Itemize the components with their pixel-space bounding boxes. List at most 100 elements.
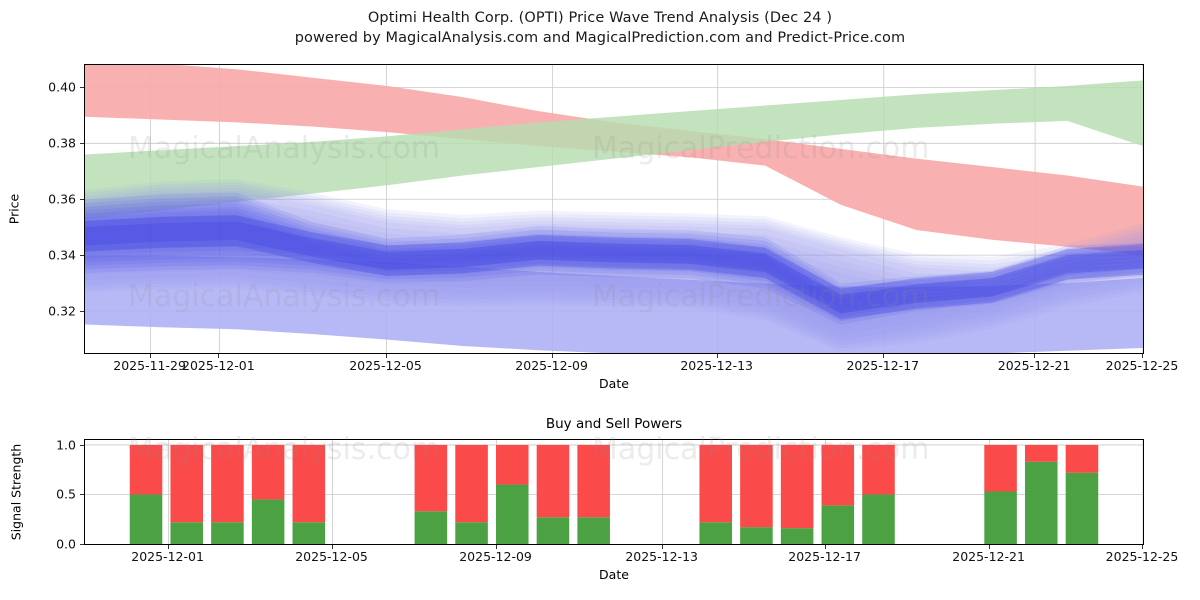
price-y-tick-mark	[80, 87, 84, 89]
signal-x-tick-label: 2025-12-17	[788, 549, 861, 564]
price-wave-chart: Price Date 0.32 0.34 0.36 0.38 0.40 2025-11-…	[0, 52, 1200, 400]
signal-bar-group	[414, 444, 448, 544]
price-y-tick-mark	[80, 255, 84, 257]
price-wave-envelope-inner	[85, 199, 1143, 311]
signal-x-tick-mark	[1142, 545, 1143, 549]
price-x-tick-mark	[385, 354, 387, 358]
signal-y-tick-label: 0.0	[56, 536, 76, 552]
price-x-tick-mark	[1034, 354, 1036, 358]
price-y-tick-label: 0.40	[48, 79, 76, 95]
signal-bar-group	[251, 444, 285, 544]
signal-y-tick-mark	[80, 494, 84, 496]
buy-power-bar	[129, 494, 163, 544]
sell-power-bar	[170, 444, 203, 523]
sell-power-bar	[1024, 444, 1058, 462]
price-wave-envelope-outer	[85, 197, 1143, 343]
signal-bar-group	[699, 444, 732, 544]
price-x-tick-label: 2025-12-09	[515, 358, 588, 373]
sell-power-bar	[780, 444, 814, 529]
price-wave-envelope-inner	[85, 214, 1143, 325]
signal-bar-group	[211, 444, 244, 544]
price-wave-envelope-inner	[85, 210, 1143, 322]
signal-x-tick-label: 2025-12-09	[459, 549, 532, 564]
signal-x-tick-mark	[331, 545, 333, 549]
sell-power-bar	[455, 444, 488, 523]
buy-power-bar	[984, 491, 1017, 544]
buy-power-bar	[292, 522, 326, 544]
sell-power-bar	[821, 444, 855, 506]
price-wave-envelope-inner	[85, 203, 1143, 314]
signal-x-tick-mark	[495, 545, 497, 549]
signal-y-tick-mark	[80, 544, 84, 545]
signal-x-tick-label: 2025-12-05	[295, 549, 368, 564]
sell-power-bar	[862, 444, 895, 495]
sell-power-bar	[984, 444, 1017, 492]
price-x-tick-mark	[149, 354, 151, 358]
signal-x-tick-label: 2025-12-21	[952, 549, 1025, 564]
buy-power-bar	[170, 522, 203, 544]
price-plot-area	[84, 64, 1144, 354]
signal-y-tick-label: 0.5	[56, 486, 76, 502]
price-wave-envelope-outer	[85, 202, 1143, 346]
signal-bar-group	[577, 444, 610, 544]
price-x-axis-label: Date	[599, 376, 629, 391]
buy-power-bar	[1024, 461, 1058, 544]
price-wave-envelope-inner	[85, 196, 1143, 307]
sell-power-bar	[251, 444, 285, 500]
buy-power-bar	[455, 522, 488, 544]
signal-x-tick-mark	[988, 545, 990, 549]
price-x-tick-mark	[551, 354, 553, 358]
signal-bar-group	[821, 444, 855, 544]
chart-title-line-1: Optimi Health Corp. (OPTI) Price Wave Tr…	[367, 10, 833, 26]
buy-power-bar	[414, 511, 448, 544]
signal-chart-title: Buy and Sell Powers	[545, 416, 683, 432]
buy-sell-powers-chart: Buy and Sell Powers Signal Strength Date…	[0, 408, 1200, 600]
price-wave-envelope-outer	[85, 214, 1143, 352]
signal-bars-svg	[85, 440, 1143, 544]
sell-power-bar	[577, 444, 610, 518]
price-x-tick-label: 2025-12-01	[182, 358, 255, 373]
price-y-tick-label: 0.34	[48, 247, 76, 263]
signal-bar-group	[536, 444, 570, 544]
chart-title-line-2: powered by MagicalAnalysis.com and Magic…	[294, 30, 906, 46]
price-wave-core-ribbon	[85, 215, 1143, 301]
price-band-support	[85, 80, 1143, 220]
price-x-tick-label: 2025-12-17	[846, 358, 920, 373]
price-wave-envelope-outer	[85, 188, 1143, 334]
price-y-tick-label: 0.38	[48, 135, 76, 151]
signal-bar-group	[780, 444, 814, 544]
buy-power-bar	[821, 505, 855, 544]
buy-power-bar	[251, 499, 285, 544]
signal-bar-group	[495, 444, 529, 544]
signal-x-tick-mark	[824, 545, 826, 549]
price-y-tick-mark	[80, 143, 84, 145]
signal-bar-group	[862, 444, 895, 544]
signal-x-tick-mark	[661, 545, 663, 549]
sell-power-bar	[1065, 444, 1099, 473]
chart-title-block: Optimi Health Corp. (OPTI) Price Wave Tr…	[0, 8, 1200, 48]
price-x-tick-mark	[882, 354, 884, 358]
price-x-tick-label: 2025-12-05	[349, 358, 422, 373]
buy-power-bar	[699, 522, 732, 544]
price-band-lower-channel	[85, 255, 1143, 353]
price-x-tick-label: 2025-12-25	[1105, 358, 1179, 373]
price-wave-envelope-outer	[85, 208, 1143, 349]
signal-bar-group	[170, 444, 203, 544]
sell-power-bar	[740, 444, 773, 528]
price-y-tick-label: 0.36	[48, 191, 76, 207]
price-wave-core-ribbon	[85, 227, 1143, 314]
signal-plot-area	[84, 439, 1144, 545]
sell-power-bar	[211, 444, 244, 523]
price-x-tick-label: 2025-12-13	[680, 358, 753, 373]
price-wave-core-ribbon	[85, 233, 1143, 320]
price-y-tick-mark	[80, 199, 84, 201]
price-wave-envelope-outer	[85, 191, 1143, 340]
sell-power-bar	[414, 444, 448, 512]
price-wave-envelope-inner	[85, 207, 1143, 318]
signal-bar-group	[129, 444, 163, 544]
price-x-tick-mark	[716, 354, 718, 358]
buy-power-bar	[1065, 472, 1099, 544]
signal-x-tick-label: 2025-12-01	[131, 549, 204, 564]
buy-power-bar	[536, 517, 570, 544]
signal-y-tick-label: 1.0	[56, 437, 76, 453]
